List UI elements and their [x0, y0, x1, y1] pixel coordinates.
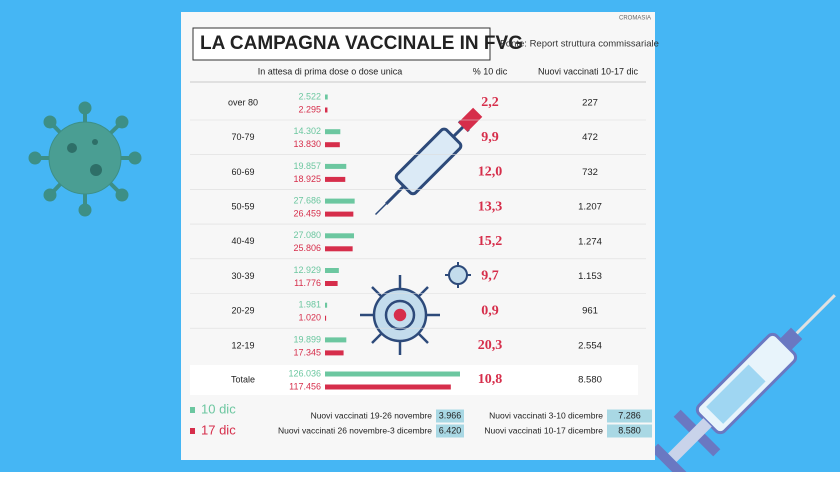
bar-value-label: 1.981	[298, 300, 321, 310]
new-vaccinated-value: 2.554	[578, 340, 602, 351]
row-label: 40-49	[231, 236, 254, 246]
pct-value: 9,7	[481, 269, 499, 284]
row-label: 60-69	[231, 167, 254, 177]
bar	[325, 142, 340, 148]
column-header: Nuovi vaccinati 10-17 dic	[538, 66, 639, 76]
source: Fonte: Report struttura commissariale	[500, 39, 659, 50]
bar	[325, 350, 344, 356]
bar-value-label: 126.036	[288, 368, 321, 378]
title: LA CAMPAGNA VACCINALE IN FVG	[200, 33, 523, 54]
syringe-decoration	[651, 294, 836, 477]
row-label: 70-79	[231, 132, 254, 142]
bar	[325, 384, 451, 390]
pct-value: 9,9	[481, 130, 499, 145]
row-label: over 80	[228, 97, 258, 107]
pct-value: 13,3	[478, 199, 503, 214]
bar-value-label: 13.830	[293, 139, 321, 149]
bar	[325, 233, 355, 239]
legend-label: 10 dic	[201, 401, 236, 416]
virus-decoration	[28, 101, 142, 217]
credit: CROMASIA	[619, 16, 651, 22]
new-vaccinated-value: 1.274	[578, 236, 602, 247]
bar-value-label: 12.929	[293, 265, 321, 275]
bar-value-label: 27.080	[293, 230, 321, 240]
bar-value-label: 1.020	[298, 313, 321, 323]
bar	[325, 302, 328, 308]
legend-swatch	[190, 407, 195, 413]
column-header: % 10 dic	[473, 66, 508, 76]
summary-box	[607, 424, 652, 438]
bar-value-label: 19.857	[293, 161, 321, 171]
bar	[325, 337, 347, 343]
bar-value-label: 14.302	[293, 126, 321, 136]
legend-label: 17 dic	[201, 422, 236, 437]
bar-value-label: 27.686	[293, 195, 321, 205]
row-label: 50-59	[231, 201, 254, 211]
bar	[325, 107, 328, 113]
bar	[325, 94, 328, 100]
summary-box	[607, 409, 652, 423]
row-label: 12-19	[231, 340, 254, 350]
bar-value-label: 2.522	[298, 91, 321, 101]
bar-value-label: 18.925	[293, 174, 321, 184]
pct-value: 12,0	[478, 165, 503, 180]
summary-label: Nuovi vaccinati 26 novembre-3 dicembre	[278, 425, 432, 435]
bar	[325, 371, 460, 377]
pct-value: 15,2	[478, 234, 503, 249]
bar	[325, 163, 347, 169]
bar-value-label: 11.776	[294, 278, 321, 288]
summary-value: 3.966	[439, 410, 462, 420]
bar-value-label: 25.806	[293, 243, 321, 253]
new-vaccinated-value: 472	[582, 132, 598, 143]
new-vaccinated-value: 732	[582, 167, 598, 178]
title-box	[192, 27, 491, 61]
row-label: 20-29	[231, 306, 254, 316]
pct-value: 10,8	[478, 372, 503, 387]
bar	[325, 246, 353, 252]
bar-value-label: 117.456	[289, 381, 321, 391]
summary-value: 7.286	[618, 410, 641, 420]
new-vaccinated-value: 961	[582, 306, 598, 317]
bar-value-label: 19.899	[293, 334, 321, 344]
summary-label: Nuovi vaccinati 3-10 dicembre	[489, 410, 603, 420]
bar	[325, 129, 341, 135]
total-row-bg	[190, 365, 638, 395]
bar	[325, 281, 338, 286]
bar	[325, 198, 355, 204]
bar	[325, 315, 327, 321]
new-vaccinated-value: 8.580	[578, 375, 602, 386]
bar-value-label: 2.295	[298, 104, 321, 114]
pct-value: 20,3	[478, 338, 503, 353]
row-label: 30-39	[231, 271, 254, 281]
row-label: Totale	[231, 374, 255, 384]
summary-label: Nuovi vaccinati 10-17 dicembre	[484, 425, 603, 435]
summary-value: 6.420	[439, 425, 462, 435]
bar	[325, 176, 346, 182]
new-vaccinated-value: 227	[582, 98, 598, 109]
summary-box	[436, 424, 464, 438]
new-vaccinated-value: 1.153	[578, 271, 602, 282]
legend-swatch	[190, 428, 195, 434]
bar-value-label: 17.345	[293, 347, 321, 357]
bar-value-label: 26.459	[293, 208, 321, 218]
new-vaccinated-value: 1.207	[578, 202, 602, 213]
bar	[325, 268, 339, 273]
bar	[325, 211, 354, 217]
summary-value: 8.580	[618, 425, 641, 435]
column-header: In attesa di prima dose o dose unica	[258, 66, 403, 76]
pct-value: 0,9	[481, 303, 499, 318]
summary-label: Nuovi vaccinati 19-26 novembre	[311, 410, 433, 420]
summary-box	[436, 409, 464, 423]
pct-value: 2,2	[481, 95, 499, 110]
